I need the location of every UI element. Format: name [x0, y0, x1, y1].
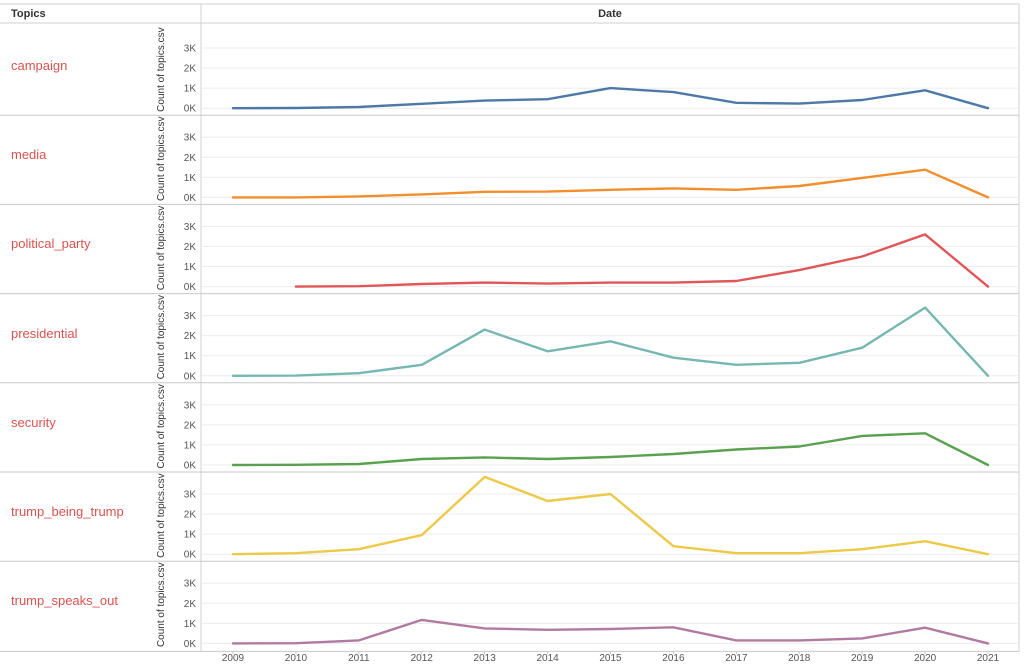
- y-tick-label: 0K: [184, 282, 197, 293]
- y-tick-label: 3K: [184, 222, 197, 233]
- y-tick-label: 0K: [184, 461, 197, 472]
- y-tick-label: 2K: [184, 599, 197, 610]
- y-tick-label: 2K: [184, 64, 197, 75]
- y-tick-label: 0K: [184, 193, 197, 204]
- y-axis-title: Count of topics.csv: [156, 295, 167, 379]
- y-tick-label: 2K: [184, 153, 197, 164]
- x-tick-label: 2014: [536, 653, 559, 664]
- x-tick-label: 2016: [662, 653, 685, 664]
- y-axis-title: Count of topics.csv: [156, 563, 167, 647]
- x-tick-label: 2021: [977, 653, 1000, 664]
- y-tick-label: 0K: [184, 639, 197, 650]
- series-line-media: [231, 168, 990, 199]
- y-tick-label: 1K: [184, 262, 197, 273]
- y-tick-label: 1K: [184, 351, 197, 362]
- x-tick-label: 2019: [851, 653, 874, 664]
- y-axis-title: Count of topics.csv: [156, 473, 167, 557]
- y-tick-label: 1K: [184, 84, 197, 95]
- x-tick-label: 2009: [222, 653, 245, 664]
- topics-column-header: Topics: [11, 8, 46, 20]
- topic-label: trump_speaks_out: [11, 593, 118, 609]
- date-column-header: Date: [598, 8, 622, 20]
- x-tick-label: 2010: [285, 653, 308, 664]
- y-tick-label: 3K: [184, 133, 197, 144]
- y-tick-label: 3K: [184, 311, 197, 322]
- y-tick-label: 2K: [184, 242, 197, 253]
- y-tick-label: 1K: [184, 619, 197, 630]
- topic-label: media: [11, 147, 47, 163]
- y-tick-label: 2K: [184, 331, 197, 342]
- topic-label: security: [11, 414, 56, 430]
- x-tick-label: 2020: [914, 653, 937, 664]
- y-tick-label: 1K: [184, 440, 197, 451]
- y-tick-label: 2K: [184, 510, 197, 521]
- y-tick-label: 3K: [184, 400, 197, 411]
- series-line-security: [231, 432, 990, 467]
- x-tick-label: 2015: [599, 653, 622, 664]
- series-line-trump_speaks_out: [231, 618, 990, 645]
- x-tick-label: 2017: [725, 653, 748, 664]
- series-line-campaign: [231, 86, 990, 110]
- y-axis-title: Count of topics.csv: [156, 384, 167, 468]
- topic-label: trump_being_trump: [11, 504, 124, 519]
- series-line-political_party: [294, 233, 990, 288]
- y-tick-label: 3K: [184, 490, 197, 501]
- series-line-presidential: [231, 306, 990, 377]
- y-tick-label: 2K: [184, 420, 197, 431]
- x-tick-label: 2011: [348, 653, 370, 664]
- x-tick-label: 2012: [411, 653, 434, 664]
- series-line-trump_being_trump: [231, 475, 990, 556]
- y-axis-title: Count of topics.csv: [156, 117, 167, 201]
- y-tick-label: 0K: [184, 104, 197, 115]
- topic-label: presidential: [11, 325, 78, 341]
- y-tick-label: 1K: [184, 530, 197, 541]
- y-tick-label: 3K: [184, 579, 197, 590]
- y-tick-label: 0K: [184, 550, 197, 561]
- topic-label: political_party: [11, 236, 91, 252]
- x-tick-label: 2013: [474, 653, 497, 664]
- y-axis-title: Count of topics.csv: [156, 27, 167, 111]
- topic-label: campaign: [11, 58, 68, 73]
- x-tick-label: 2018: [788, 653, 811, 664]
- y-tick-label: 0K: [184, 371, 197, 382]
- y-tick-label: 1K: [184, 173, 197, 184]
- y-axis-title: Count of topics.csv: [156, 206, 167, 290]
- y-tick-label: 3K: [184, 44, 197, 55]
